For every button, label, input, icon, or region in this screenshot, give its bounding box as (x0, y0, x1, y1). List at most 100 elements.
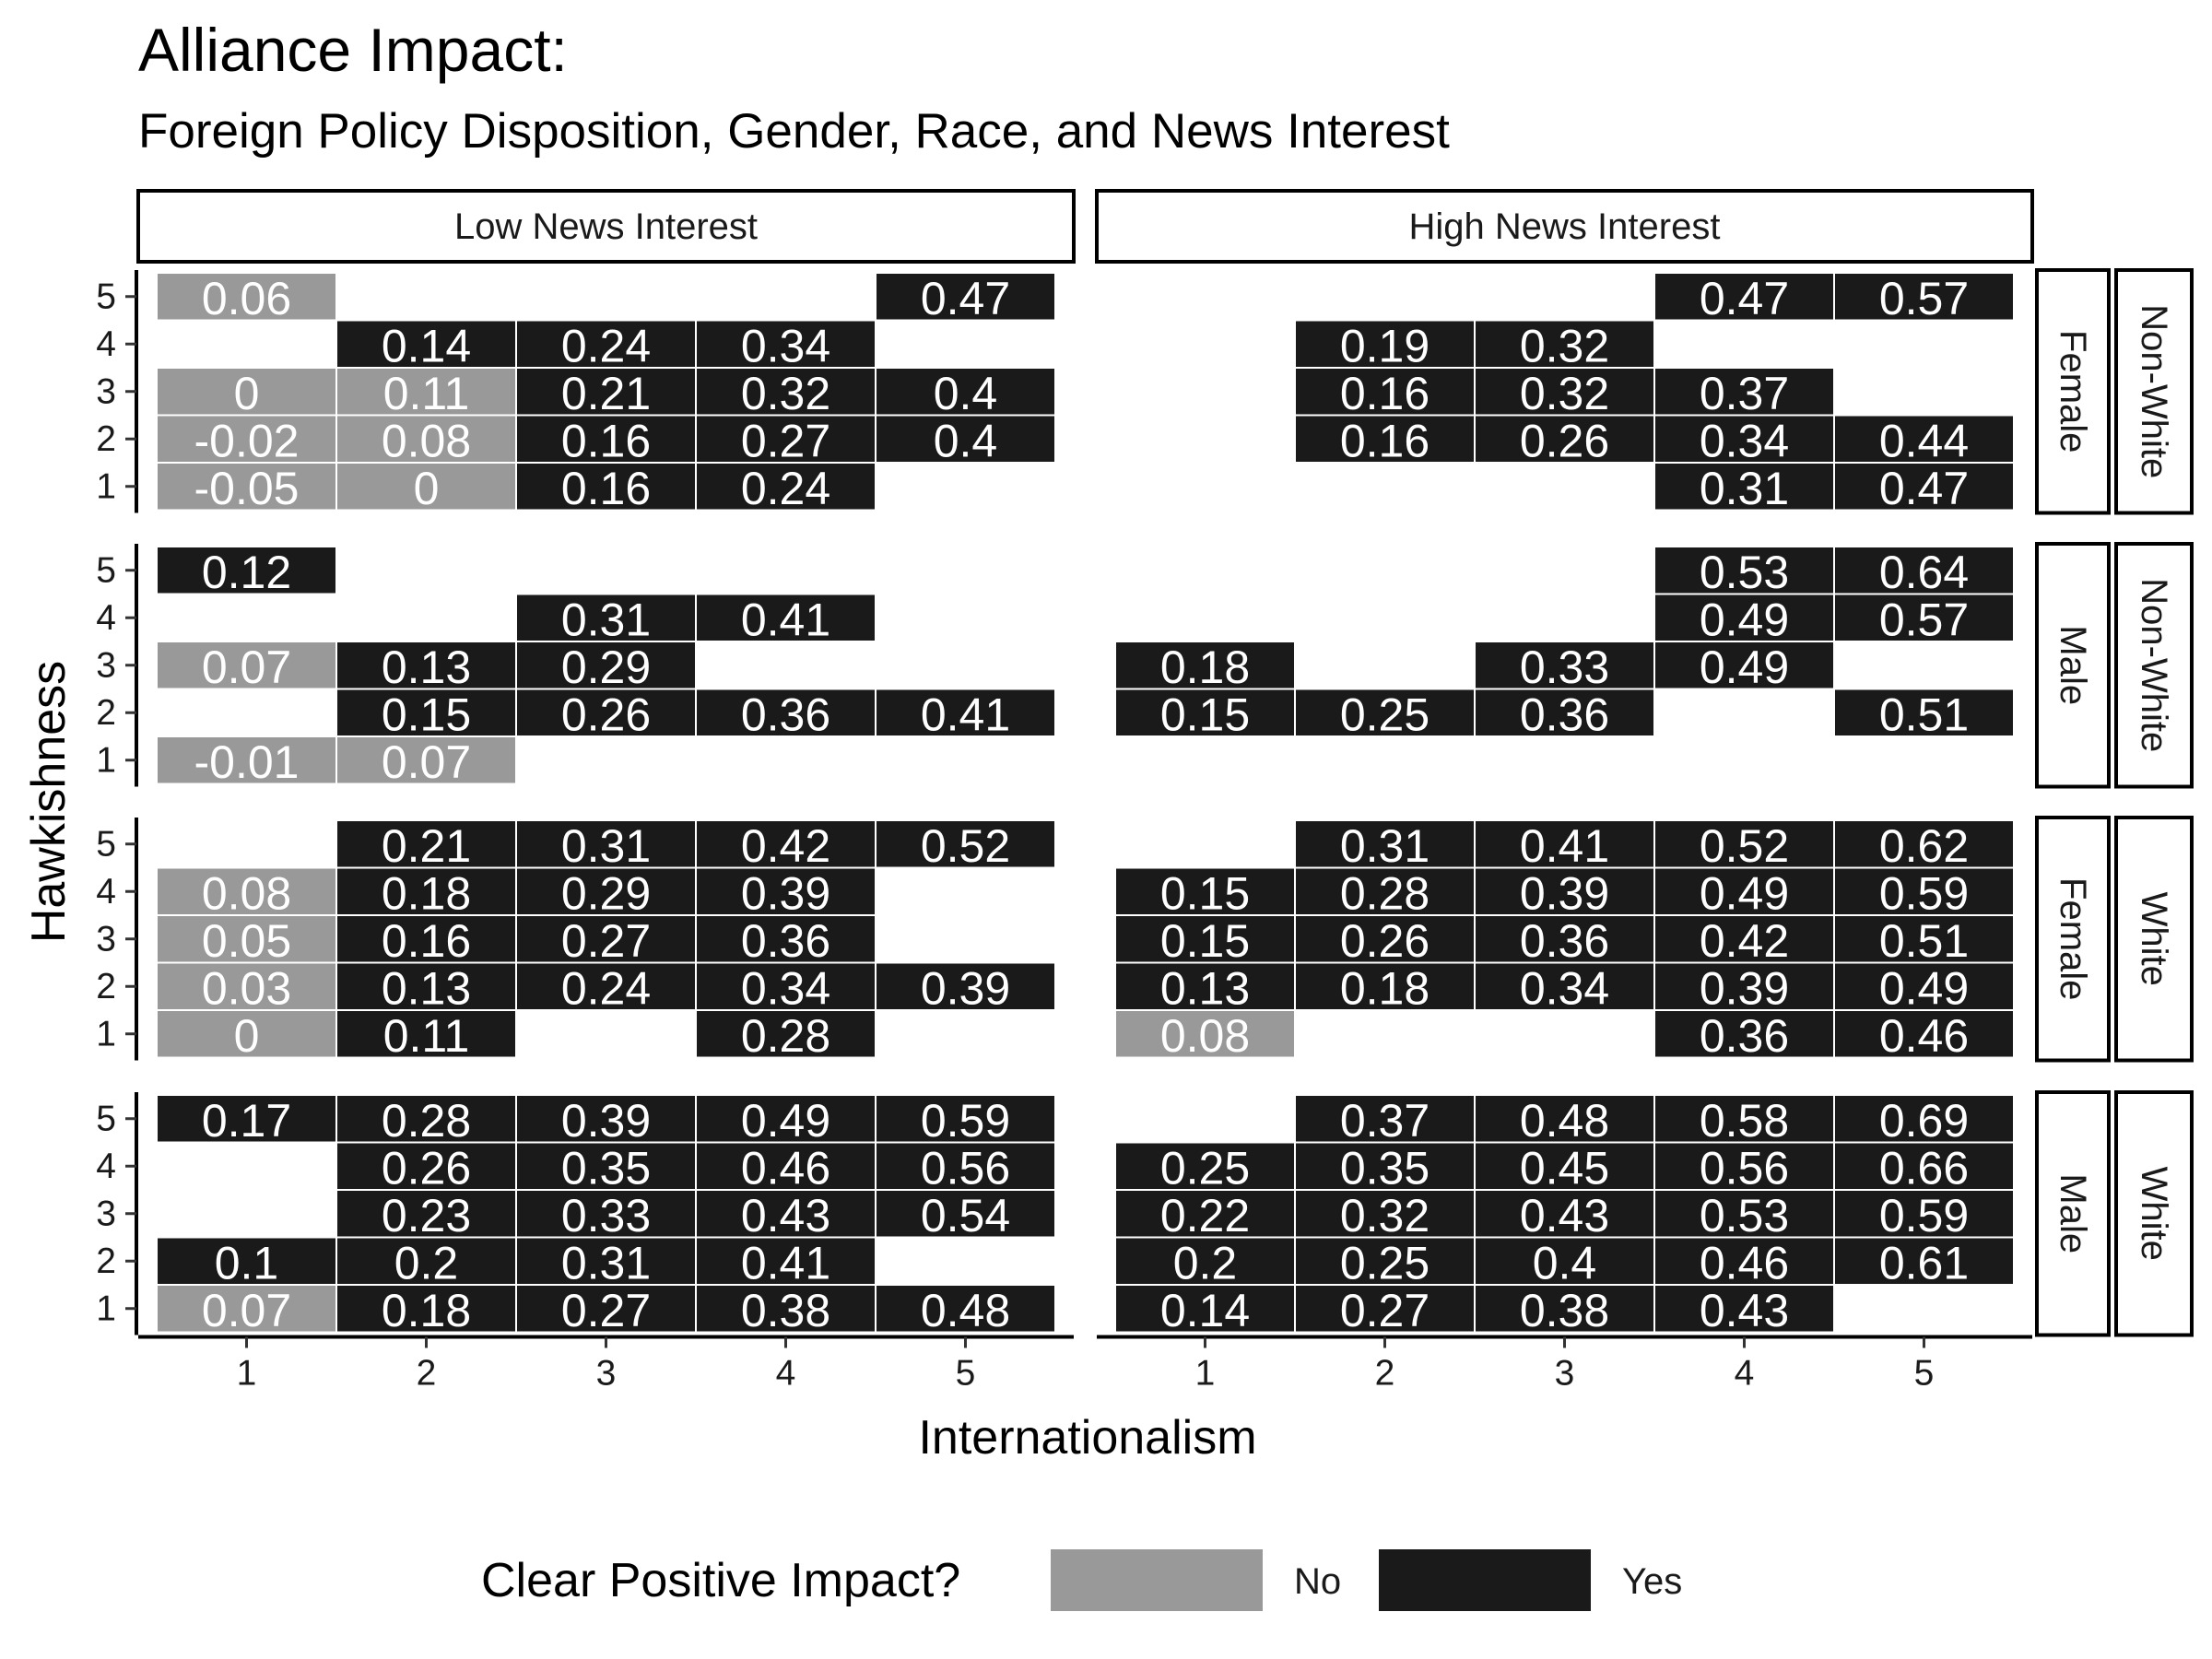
heatmap-cell (515, 1236, 697, 1286)
heatmap-cell (695, 688, 877, 737)
heatmap-cell (875, 1141, 1056, 1191)
y-tick-label: 4 (96, 598, 116, 638)
heatmap-cell (875, 414, 1056, 464)
cell-value-label: 0.07 (202, 641, 291, 693)
cell-value-label: 0.61 (1879, 1237, 1969, 1288)
cell-value-label: 0.33 (1520, 641, 1609, 693)
heatmap-cell (695, 1141, 877, 1191)
cell-value-label: 0.24 (561, 320, 651, 371)
race-strip-box (2114, 542, 2194, 789)
heatmap-cell (515, 688, 697, 737)
x-tick-label: 3 (596, 1354, 617, 1394)
column-strip: High News Interest (1095, 189, 2034, 264)
cell-value-label: 0.32 (741, 368, 830, 419)
cell-value-label: 0.2 (394, 1237, 459, 1288)
heatmap-cell (1294, 414, 1476, 464)
heatmap-cell (1833, 462, 2015, 512)
y-tick-label: 3 (96, 919, 116, 959)
facet-panel: 0.37 0.48 0.58 0.690.25 0.35 0.45 0.56 0.660.22… (1097, 1094, 2032, 1394)
chart-subtitle: Foreign Policy Disposition, Gender, Race… (138, 104, 1450, 159)
y-tick-label: 5 (96, 1099, 116, 1138)
x-tick-label: 5 (1914, 1354, 1935, 1394)
cell-value-label: 0.35 (561, 1142, 651, 1194)
cell-value-label: 0.43 (1520, 1190, 1609, 1241)
column-strip: Low News Interest (136, 189, 1076, 264)
cell-value-label: 0.03 (202, 962, 291, 1014)
heatmap-cell (515, 914, 697, 964)
heatmap-cell (335, 367, 517, 417)
cell-value-label: 0.32 (1520, 320, 1609, 371)
cell-value-label: 0.26 (1340, 915, 1430, 967)
heatmap-cell (1294, 1284, 1476, 1334)
heatmap-cell (515, 593, 697, 642)
cell-value-label: 0.4 (934, 415, 998, 466)
heatmap-cell (1653, 1189, 1835, 1239)
cell-value-label: 0.19 (1340, 320, 1430, 371)
y-tick-label: 1 (96, 1014, 116, 1053)
legend: Clear Positive Impact? No Yes (481, 1549, 1682, 1611)
cell-value-label: 0.31 (1340, 820, 1430, 872)
heatmap-cell (695, 414, 877, 464)
cell-value-label: 0.41 (741, 594, 830, 645)
heatmap-cell (1833, 1189, 2015, 1239)
cell-value-label: 0.49 (741, 1095, 830, 1147)
cell-value-label: 0.16 (561, 463, 651, 514)
heatmap-cell (1114, 1284, 1296, 1334)
cell-value-label: 0.39 (921, 962, 1010, 1014)
cell-value-label: 0.26 (382, 1142, 471, 1194)
cell-value-label: 0.16 (1340, 368, 1430, 419)
heatmap-cell (875, 819, 1056, 869)
cell-value-label: 0.49 (1879, 962, 1969, 1014)
cell-value-label: 0.25 (1160, 1142, 1250, 1194)
race-strip-box (2114, 816, 2194, 1063)
gender-strip-label: Male (2053, 625, 2093, 705)
cell-value-label: 0.48 (1520, 1095, 1609, 1147)
heatmap-cell (335, 462, 517, 512)
heatmap-cell (1653, 593, 1835, 642)
cell-value-label: 0.15 (382, 688, 471, 740)
cell-value-label: 0.47 (1700, 273, 1789, 324)
cell-value-label: 0.59 (1879, 1190, 1969, 1241)
cell-value-label: 0.13 (382, 962, 471, 1014)
cell-value-label: 0.45 (1520, 1142, 1609, 1194)
heatmap-cell (875, 1189, 1056, 1239)
heatmap-cell (156, 866, 337, 916)
heatmap-cell (1294, 319, 1476, 369)
cell-value-label: 0.33 (561, 1190, 651, 1241)
x-tick-label: 1 (237, 1354, 257, 1394)
heatmap-cell (695, 1284, 877, 1334)
cell-value-label: 0.37 (1340, 1095, 1430, 1147)
column-strip-label: Low News Interest (454, 206, 758, 247)
cell-value-label: 0.18 (382, 867, 471, 919)
heatmap-cell (1653, 1284, 1835, 1334)
cell-value-label: 0 (414, 463, 440, 514)
cell-value-label: 0.15 (1160, 867, 1250, 919)
heatmap-cell (695, 819, 877, 869)
race-strip-label: Non-White (2134, 578, 2174, 752)
y-tick-label: 2 (96, 693, 116, 733)
heatmap-cell (1294, 961, 1476, 1011)
cell-value-label: 0.31 (1700, 463, 1789, 514)
cell-value-label: 0.36 (741, 688, 830, 740)
cell-value-label: 0.25 (1340, 1237, 1430, 1288)
cell-value-label: 0.2 (1173, 1237, 1238, 1288)
heatmap-cell (1474, 688, 1655, 737)
cell-value-label: 0.51 (1879, 688, 1969, 740)
heatmap-cell (156, 1009, 337, 1059)
cell-value-label: 0.46 (1879, 1010, 1969, 1062)
row-strip: Female White (2035, 816, 2194, 1063)
cell-value-label: 0.22 (1160, 1190, 1250, 1241)
y-tick-label: 4 (96, 324, 116, 364)
gender-strip-label: Female (2053, 330, 2093, 453)
column-strip-label: High News Interest (1409, 206, 1721, 247)
cell-value-label: 0.21 (561, 368, 651, 419)
heatmap-cell (1474, 914, 1655, 964)
cell-value-label: 0.69 (1879, 1095, 1969, 1147)
cell-value-label: 0.36 (1520, 915, 1609, 967)
heatmap-cell (1114, 1009, 1296, 1059)
y-tick-label: 3 (96, 1194, 116, 1233)
x-tick-label: 1 (1195, 1354, 1216, 1394)
heatmap-cell (1833, 1094, 2015, 1144)
heatmap-cell (1294, 367, 1476, 417)
